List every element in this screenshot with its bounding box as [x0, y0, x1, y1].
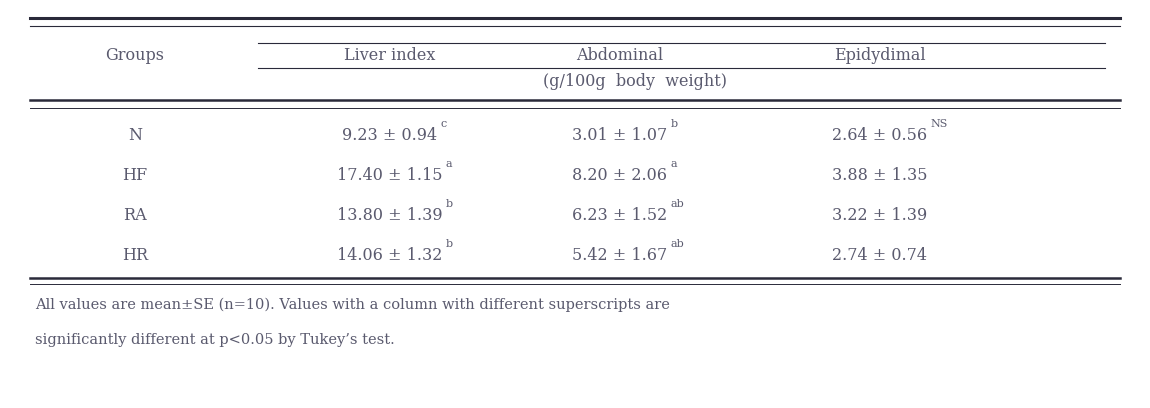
- Text: HR: HR: [122, 246, 148, 264]
- Text: ab: ab: [670, 199, 684, 209]
- Text: 13.80 ± 1.39: 13.80 ± 1.39: [337, 206, 443, 224]
- Text: 3.22 ± 1.39: 3.22 ± 1.39: [833, 206, 928, 224]
- Text: b: b: [446, 239, 453, 249]
- Text: b: b: [446, 199, 453, 209]
- Text: NS: NS: [930, 119, 948, 129]
- Text: 5.42 ± 1.67: 5.42 ± 1.67: [573, 246, 668, 264]
- Text: significantly different at p<0.05 by Tukey’s test.: significantly different at p<0.05 by Tuk…: [34, 333, 394, 347]
- Text: RA: RA: [123, 206, 147, 224]
- Text: 17.40 ± 1.15: 17.40 ± 1.15: [337, 166, 443, 184]
- Text: a: a: [446, 159, 452, 169]
- Text: b: b: [670, 119, 677, 129]
- Text: 2.64 ± 0.56: 2.64 ± 0.56: [833, 126, 928, 144]
- Text: a: a: [670, 159, 677, 169]
- Text: Groups: Groups: [106, 47, 164, 64]
- Text: Abdominal: Abdominal: [576, 47, 664, 64]
- Text: ab: ab: [670, 239, 684, 249]
- Text: HF: HF: [122, 166, 147, 184]
- Text: c: c: [440, 119, 447, 129]
- Text: 8.20 ± 2.06: 8.20 ± 2.06: [573, 166, 667, 184]
- Text: Epidydimal: Epidydimal: [834, 47, 926, 64]
- Text: N: N: [128, 126, 141, 144]
- Text: 3.88 ± 1.35: 3.88 ± 1.35: [833, 166, 928, 184]
- Text: (g/100g  body  weight): (g/100g body weight): [543, 73, 727, 91]
- Text: 9.23 ± 0.94: 9.23 ± 0.94: [343, 126, 437, 144]
- Text: Liver index: Liver index: [344, 47, 436, 64]
- Text: 3.01 ± 1.07: 3.01 ± 1.07: [573, 126, 668, 144]
- Text: 2.74 ± 0.74: 2.74 ± 0.74: [833, 246, 928, 264]
- Text: 6.23 ± 1.52: 6.23 ± 1.52: [573, 206, 668, 224]
- Text: All values are mean±SE (n=10). Values with a column with different superscripts : All values are mean±SE (n=10). Values wi…: [34, 298, 669, 312]
- Text: 14.06 ± 1.32: 14.06 ± 1.32: [337, 246, 443, 264]
